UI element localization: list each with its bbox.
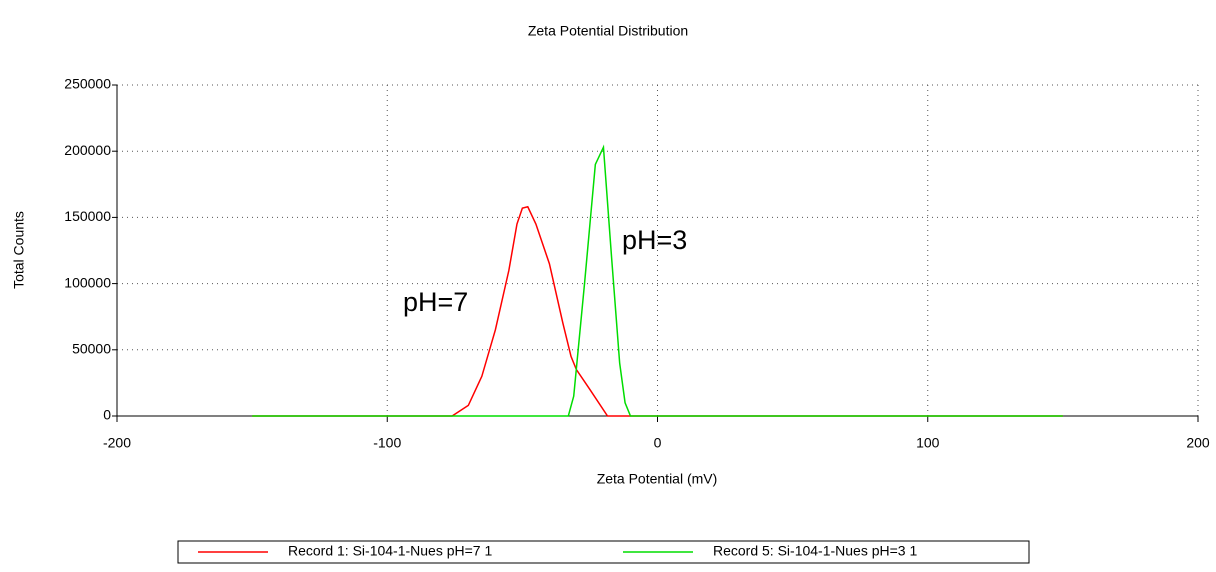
- y-tick-label: 50000: [72, 341, 111, 357]
- x-tick-label: 100: [916, 435, 940, 451]
- y-tick-label: 150000: [64, 208, 111, 224]
- x-tick-label: 200: [1186, 435, 1210, 451]
- legend-label: Record 1: Si-104-1-Nues pH=7 1: [288, 543, 492, 559]
- x-tick-label: 0: [654, 435, 662, 451]
- x-tick-label: -200: [103, 435, 131, 451]
- y-tick-label: 200000: [64, 142, 111, 158]
- x-tick-label: -100: [373, 435, 401, 451]
- series-line: [252, 144, 1063, 417]
- x-axis-label: Zeta Potential (mV): [597, 471, 718, 487]
- y-tick-label: 250000: [64, 76, 111, 92]
- legend-box: [177, 540, 1030, 564]
- y-tick-label: 0: [103, 407, 111, 423]
- series-line: [252, 205, 1063, 417]
- y-axis-label: Total Counts: [11, 211, 27, 289]
- annotation: pH=7: [403, 287, 468, 317]
- annotation: pH=3: [622, 225, 687, 255]
- legend-label: Record 5: Si-104-1-Nues pH=3 1: [713, 543, 917, 559]
- chart-title: Zeta Potential Distribution: [528, 23, 688, 39]
- y-tick-label: 100000: [64, 274, 111, 290]
